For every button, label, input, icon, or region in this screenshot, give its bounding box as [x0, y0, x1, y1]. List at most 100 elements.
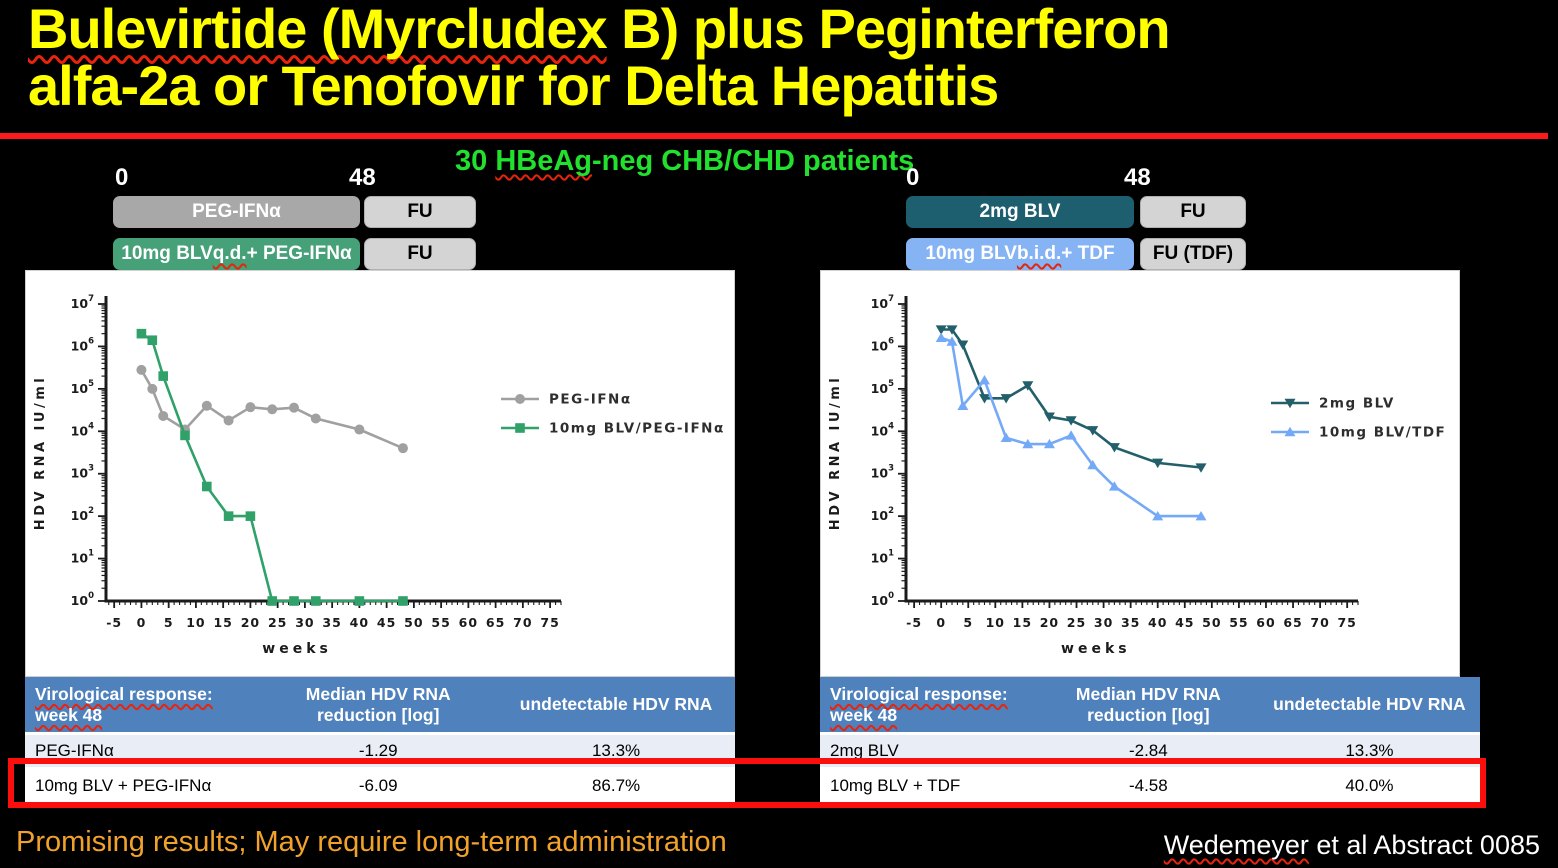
undetectable-value: 40.0% [1345, 775, 1394, 795]
title-line-1-rest: B) plus Peginterferon [606, 0, 1170, 60]
table-row: PEG-IFNα -1.29 13.3% [25, 735, 735, 770]
row-label: 2mg BLV [830, 740, 899, 760]
svg-text:55: 55 [1229, 615, 1248, 630]
bar-fu: FU [364, 238, 476, 270]
subtitle-post: -neg CHB/CHD patients [592, 145, 915, 177]
svg-text:50: 50 [1202, 615, 1221, 630]
svg-text:35: 35 [1121, 615, 1140, 630]
svg-text:105: 105 [71, 379, 94, 396]
svg-text:35: 35 [322, 615, 341, 630]
svg-text:60: 60 [1256, 615, 1275, 630]
svg-text:weeks: weeks [1061, 641, 1131, 657]
svg-text:102: 102 [71, 506, 94, 523]
timeline-row: 10mg BLV b.i.d. + TDF FU (TDF) [906, 238, 1246, 270]
svg-text:10mg BLV/TDF: 10mg BLV/TDF [1319, 425, 1446, 441]
header-text: Virological response: week 48 [830, 683, 1008, 725]
svg-text:0: 0 [137, 615, 147, 630]
week-start-label-left: 0 [115, 164, 129, 191]
svg-text:60: 60 [459, 615, 478, 630]
svg-text:70: 70 [513, 615, 532, 630]
svg-text:15: 15 [213, 615, 232, 630]
timeline-row: 10mg BLV q.d. + PEG-IFNα FU [113, 238, 476, 270]
bar-label-post: + PEG-IFNα [246, 243, 352, 264]
median-reduction-value: -1.29 [358, 740, 398, 760]
title-line-2: alfa-2a or Tenofovir for Delta Hepatitis [28, 54, 999, 117]
svg-text:107: 107 [71, 294, 94, 311]
undetectable-value: 13.3% [591, 740, 641, 760]
hdv-rna-chart-left: 100 101 102 103 104 105 106 107 -5 0 5 10 15 20 25 30 35… [33, 294, 725, 657]
title-line-1: Bulevirtide (Myrcludex B) plus Peginterf… [28, 0, 1171, 60]
citation-author: Wedemeyer [1163, 830, 1309, 860]
svg-text:103: 103 [871, 464, 894, 481]
svg-text:65: 65 [486, 615, 505, 630]
svg-text:55: 55 [431, 615, 450, 630]
undetectable-value: 13.3% [1345, 740, 1394, 760]
bar-label: 10mg BLV [121, 243, 213, 264]
svg-text:40: 40 [1148, 615, 1167, 630]
bar-label-wavy: b.i.d. [1016, 243, 1062, 264]
svg-text:5: 5 [963, 615, 973, 630]
bar-label-wavy: q.d. [212, 243, 247, 264]
hdv-rna-chart-right: 100 101 102 103 104 105 106 107 -5 0 5 10 15 20 25 30 35… [828, 294, 1446, 657]
svg-text:107: 107 [871, 294, 894, 311]
svg-text:-5: -5 [106, 615, 122, 630]
svg-text:40: 40 [350, 615, 369, 630]
week-end-label-left: 48 [349, 164, 376, 191]
citation-rest: et al Abstract 0085 [1308, 830, 1540, 860]
table-row: 10mg BLV + PEG-IFNα -6.09 86.7% [25, 770, 735, 805]
svg-text:HDV RNA IU/ml: HDV RNA IU/ml [33, 375, 48, 530]
bar-label: 2mg BLV [979, 201, 1061, 222]
svg-text:101: 101 [871, 549, 894, 566]
row-label: 10mg BLV + TDF [830, 775, 961, 795]
bar-label: PEG-IFNα [192, 201, 281, 222]
title-line-1-wavy: Bulevirtide (Myrcludex [28, 0, 608, 60]
bar-10mg-blv-peg-ifna: 10mg BLV q.d. + PEG-IFNα [113, 238, 360, 270]
col-header-undetectable: undetectable HDV RNA [1273, 694, 1466, 714]
undetectable-value: 86.7% [591, 775, 641, 795]
col-header-median-reduction: Median HDV RNA reduction [log] [1075, 683, 1221, 725]
table-header-row: Virological response: week 48 Median HDV… [25, 677, 735, 735]
col-header-virological-response: Virological response: week 48 [25, 677, 259, 732]
subtitle-wavy: HBeAg [495, 145, 592, 177]
svg-text:5: 5 [164, 615, 174, 630]
hdv-rna-chart-left-panel: 100 101 102 103 104 105 106 107 -5 0 5 10 15 20 25 30 35… [25, 270, 735, 677]
svg-text:20: 20 [1040, 615, 1059, 630]
table-row: 10mg BLV + TDF -4.58 40.0% [820, 770, 1480, 805]
svg-text:30: 30 [295, 615, 314, 630]
median-reduction-value: -6.09 [358, 775, 398, 795]
week-end-label-right: 48 [1124, 164, 1151, 191]
svg-text:30: 30 [1094, 615, 1113, 630]
svg-text:100: 100 [71, 591, 94, 608]
svg-text:101: 101 [71, 549, 94, 566]
subtitle-pre: 30 [455, 145, 496, 177]
bar-label: 10mg BLV [925, 243, 1017, 264]
median-reduction-value: -4.58 [1128, 775, 1168, 795]
svg-text:10mg BLV/PEG-IFNα: 10mg BLV/PEG-IFNα [549, 421, 725, 437]
svg-text:weeks: weeks [262, 641, 332, 657]
median-reduction-value: -2.84 [1128, 740, 1168, 760]
citation-text: Wedemeyer et al Abstract 0085 [1164, 830, 1540, 861]
svg-text:75: 75 [1337, 615, 1356, 630]
svg-text:50: 50 [404, 615, 423, 630]
svg-text:2mg BLV: 2mg BLV [1319, 396, 1395, 412]
svg-text:25: 25 [268, 615, 287, 630]
svg-text:15: 15 [1013, 615, 1032, 630]
svg-text:104: 104 [71, 421, 94, 438]
response-table-right: Virological response: week 48 Median HDV… [820, 677, 1480, 805]
row-label: PEG-IFNα [35, 740, 114, 760]
svg-text:105: 105 [871, 379, 894, 396]
bar-10mg-blv-tdf: 10mg BLV b.i.d. + TDF [906, 238, 1134, 270]
svg-text:65: 65 [1283, 615, 1302, 630]
bar-fu-tdf: FU (TDF) [1140, 238, 1246, 270]
svg-text:PEG-IFNα: PEG-IFNα [549, 392, 632, 408]
svg-text:25: 25 [1067, 615, 1086, 630]
col-header-median-reduction: Median HDV RNA reduction [log] [305, 683, 451, 725]
svg-text:HDV RNA IU/ml: HDV RNA IU/ml [828, 375, 843, 530]
svg-text:104: 104 [871, 421, 894, 438]
page-title: Bulevirtide (Myrcludex B) plus Peginterf… [28, 0, 1171, 117]
hdv-rna-chart-right-panel: 100 101 102 103 104 105 106 107 -5 0 5 10 15 20 25 30 35… [820, 270, 1460, 677]
svg-text:45: 45 [377, 615, 396, 630]
patients-subtitle: 30 HBeAg-neg CHB/CHD patients [455, 145, 914, 178]
svg-text:10: 10 [986, 615, 1005, 630]
